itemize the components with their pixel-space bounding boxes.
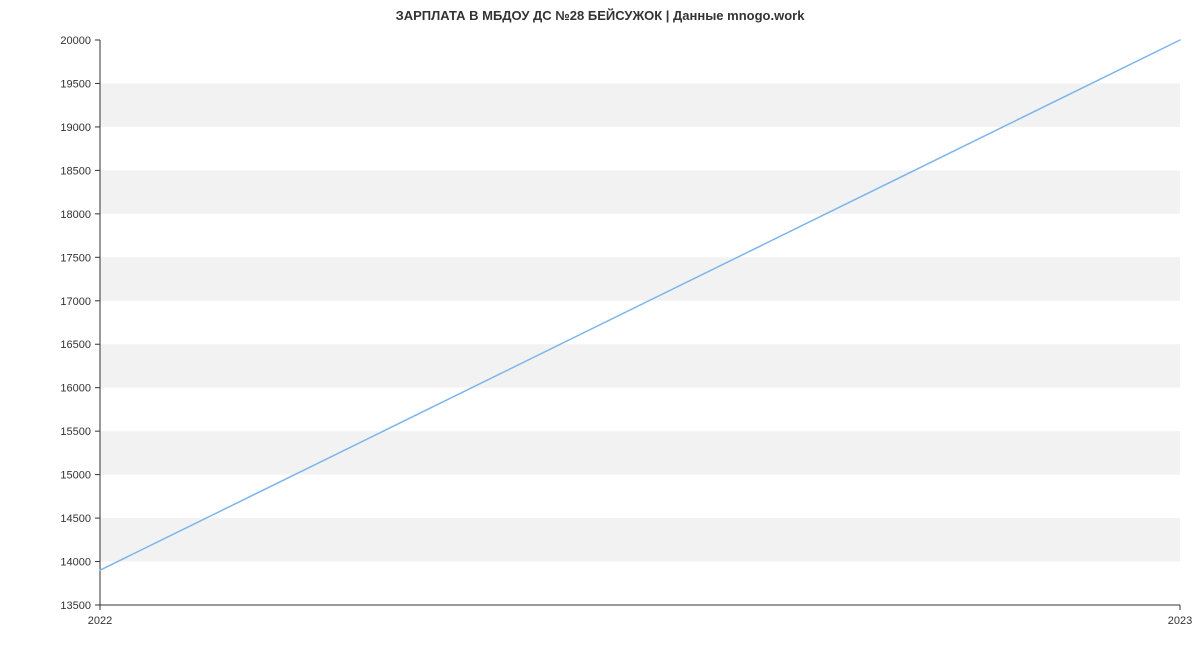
y-tick-label: 14000: [60, 557, 91, 569]
x-tick-label: 2022: [88, 615, 112, 627]
y-tick-label: 16000: [60, 383, 91, 395]
chart-title: ЗАРПЛАТА В МБДОУ ДС №28 БЕЙСУЖОК | Данны…: [0, 8, 1200, 23]
x-tick-label: 2023: [1168, 615, 1192, 627]
y-tick-label: 17000: [60, 296, 91, 308]
y-tick-label: 16500: [60, 339, 91, 351]
y-tick-label: 18000: [60, 209, 91, 221]
y-tick-label: 15000: [60, 470, 91, 482]
chart-container: ЗАРПЛАТА В МБДОУ ДС №28 БЕЙСУЖОК | Данны…: [0, 0, 1200, 650]
y-tick-label: 15500: [60, 426, 91, 438]
y-tick-label: 18500: [60, 165, 91, 177]
line-chart: 13500 14000 14500 15000 15500 16000 16500 17000…: [0, 0, 1200, 650]
y-tick-label: 20000: [60, 35, 91, 47]
y-tick-label: 14500: [60, 513, 91, 525]
y-tick-label: 17500: [60, 252, 91, 264]
y-tick-label: 13500: [60, 600, 91, 612]
y-tick-label: 19000: [60, 122, 91, 134]
y-tick-label: 19500: [60, 78, 91, 90]
